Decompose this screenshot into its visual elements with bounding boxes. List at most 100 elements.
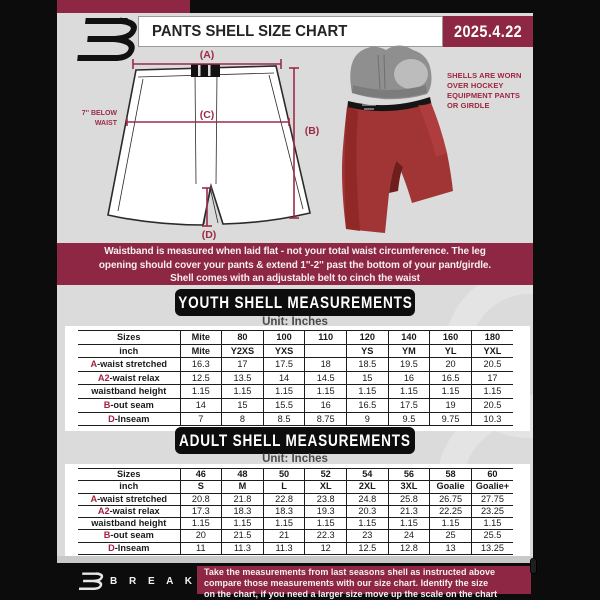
table-cell: 21.8 (221, 492, 264, 506)
table-cell: 12.5 (179, 370, 223, 386)
youth-section-banner: YOUTH SHELL MEASUREMENTS (175, 289, 415, 316)
table-cell: 22.25 (429, 504, 472, 519)
text-line: SHELLS ARE WORN (447, 71, 522, 80)
table-cell: 80 (221, 330, 264, 345)
row-label: waistband height (78, 384, 181, 399)
photo-caption: SHELLS ARE WORN OVER HOCKEY EQUIPMENT PANT… (447, 71, 533, 111)
youth-section-title: YOUTH SHELL MEASUREMENTS (177, 292, 413, 312)
youth-measurements-table: Sizes Mite 80 100 110 120 140 160 180 inch Mite Y2X… (78, 330, 513, 427)
table-cell: 1.15 (387, 384, 431, 399)
table-cell: 12 (304, 541, 347, 556)
row-label: inch (78, 343, 181, 359)
adult-unit-label: Unit: Inches (262, 453, 328, 465)
table-cell: 8.5 (262, 411, 306, 427)
table-cell: 1.15 (262, 384, 306, 399)
table-cell: 180 (470, 330, 513, 345)
text-line: EQUIPMENT PANTS (447, 91, 521, 100)
table-row: waistband height 1.15 1.15 1.15 1.15 1.15 1.15… (78, 517, 513, 531)
clip-pin (530, 558, 537, 574)
row-label: B-out seam (78, 397, 181, 413)
table-cell: 1.15 (387, 517, 431, 531)
table-row: waistband height 1.15 1.15 1.15 1.15 1.15 1.15… (78, 384, 513, 399)
table-cell: 17 (470, 370, 513, 386)
row-label: Sizes (78, 467, 181, 482)
table-cell (304, 343, 347, 359)
table-cell: 19.5 (387, 357, 431, 372)
table-cell: 9.75 (429, 411, 472, 427)
table-cell: 54 (346, 467, 389, 482)
table-cell: 16.5 (429, 370, 472, 386)
table-cell: 1.15 (346, 384, 389, 399)
table-cell: 20 (179, 529, 223, 543)
table-cell: 23.25 (470, 504, 513, 519)
table-cell: 46 (179, 467, 223, 482)
row-label: Sizes (78, 330, 181, 345)
footer-instructions: Take the measurements from last seasons … (197, 566, 531, 599)
table-cell: 20.5 (470, 357, 513, 372)
table-cell: 8.75 (304, 411, 347, 427)
table-cell: 16 (387, 370, 431, 386)
table-cell: 11.3 (262, 541, 306, 556)
table-cell: 3XL (387, 480, 431, 494)
table-row: A2-waist relax 12.5 13.5 14 14.5 15 16 16.5 17 (78, 370, 513, 386)
page-title: PANTS SHELL SIZE CHART (138, 16, 443, 47)
table-cell: 50 (262, 467, 306, 482)
table-cell: 21.5 (221, 529, 264, 543)
page-bottom-edge (57, 556, 533, 563)
adult-section-banner: ADULT SHELL MEASUREMENTS (175, 427, 415, 454)
table-cell: 1.15 (262, 517, 306, 531)
table-cell: 12.5 (346, 541, 389, 556)
table-cell: YXS (262, 343, 306, 359)
table-cell: 21 (262, 529, 306, 543)
table-row: Sizes 46 48 50 52 54 56 58 60 (78, 467, 513, 482)
table-cell: YS (346, 343, 389, 359)
table-cell: 9 (346, 411, 389, 427)
table-cell: 16.3 (179, 357, 223, 372)
table-cell: 8 (221, 411, 264, 427)
label-b: (B) (305, 125, 320, 137)
text-line: opening should cover your pants & extend… (98, 259, 492, 271)
table-cell: 25 (429, 529, 472, 543)
table-row: A-waist stretched 16.3 17 17.5 18 18.5 19.5 20 2… (78, 357, 513, 372)
table-cell: 13 (429, 541, 472, 556)
table-cell: YXL (470, 343, 513, 359)
table-cell: 18.5 (346, 357, 389, 372)
table-cell: 60 (470, 467, 513, 482)
breakaway-logo-icon (77, 17, 137, 62)
table-row: inch Mite Y2XS YXS YS YM YL YXL (78, 343, 513, 359)
date-badge: 2025.4.22 (443, 16, 533, 47)
table-cell: 16 (304, 397, 347, 413)
table-cell: 15 (221, 397, 264, 413)
table-cell: 120 (346, 330, 389, 345)
table-cell: 16.5 (346, 397, 389, 413)
table-cell: XL (304, 480, 347, 494)
row-label: A2-waist relax (78, 370, 181, 386)
row-label: D-Inseam (78, 411, 181, 427)
brand-wordmark: B R E A K A W A Y (110, 576, 273, 587)
youth-unit-label: Unit: Inches (262, 316, 328, 328)
label-a: (A) (200, 49, 215, 61)
table-cell: 14.5 (304, 370, 347, 386)
page-body: PANTS SHELL SIZE CHART 2025.4.22 (57, 13, 533, 563)
label-d: (D) (202, 229, 217, 241)
table-cell: Mite (179, 343, 223, 359)
waist-note-line1: 7'' BELOW (82, 110, 118, 117)
table-cell: 24.8 (346, 492, 389, 506)
text-line: Waistband is measured when laid flat - n… (104, 246, 486, 257)
table-cell: 17.3 (179, 504, 223, 519)
table-cell: 15 (346, 370, 389, 386)
table-cell: 1.15 (221, 517, 264, 531)
table-cell: 2XL (346, 480, 389, 494)
shorts-measurement-diagram: (A) (B) (C) (D) 7'' BELOW WAIST (82, 49, 320, 241)
table-cell: 14 (262, 370, 306, 386)
table-cell: 1.15 (179, 517, 223, 531)
table-cell: 22.8 (262, 492, 306, 506)
table-cell: 17 (221, 357, 264, 372)
page-title-text: PANTS SHELL SIZE CHART (152, 23, 348, 40)
table-cell: M (221, 480, 264, 494)
table-cell: 100 (262, 330, 306, 345)
table-cell: 18.3 (221, 504, 264, 519)
table-cell: 11.3 (221, 541, 264, 556)
text-line: OVER HOCKEY (447, 81, 504, 90)
